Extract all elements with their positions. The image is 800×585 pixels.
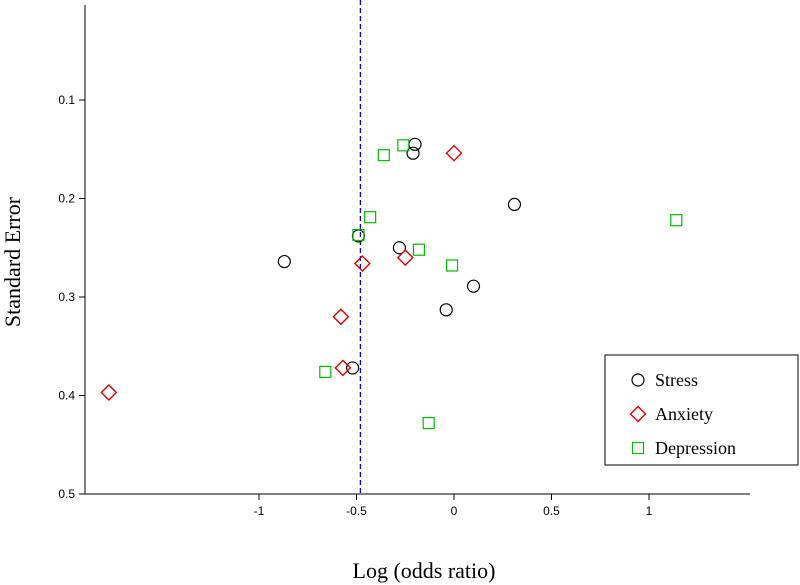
depression-point [364,211,377,224]
depression-point [670,214,683,227]
stress-point [277,254,291,269]
stress-point [507,197,522,212]
depression-point [397,139,410,152]
axes [84,5,750,495]
legend-stress-marker [631,373,645,387]
stress-point [408,137,422,151]
legend: Stress Anxiety Depression [604,354,799,466]
anxiety-point [396,249,414,267]
legend-anxiety-marker [629,405,647,423]
x-tick-label: -1 [254,504,265,518]
x-tick-label: 0 [451,504,458,518]
ticks: -1 -0.5 0 0.5 1 0.1 0.2 0.3 0.4 0.5 [58,93,652,518]
stress-point [439,303,453,317]
y-tick-label: 0.4 [58,389,75,403]
stress-point [346,361,360,375]
data-points [100,137,683,430]
depression-point [445,259,459,272]
y-tick-label: 0.1 [58,93,75,107]
legend-depression-label: Depression [655,438,736,458]
anxiety-point [353,255,371,272]
stress-point [392,241,406,255]
y-axis-title: Standard Error [0,196,25,327]
y-tick-label: 0.2 [58,192,75,206]
x-tick-label: 0.5 [543,504,560,518]
x-axis-title: Log (odds ratio) [353,558,496,583]
depression-point [412,243,425,256]
x-tick-label: 1 [646,504,653,518]
y-tick-label: 0.3 [58,290,75,304]
depression-point [377,149,390,162]
anxiety-point [334,359,352,377]
anxiety-point [332,308,350,326]
depression-point [319,365,332,378]
y-tick-label: 0.5 [58,487,75,501]
legend-depression-marker [631,441,645,455]
x-tick-label: -0.5 [346,504,367,518]
depression-point [352,228,365,242]
depression-point [422,416,435,430]
legend-stress-label: Stress [655,370,698,390]
legend-anxiety-label: Anxiety [655,404,713,424]
stress-point [406,146,420,160]
legend-box [604,354,799,466]
stress-point [466,279,481,293]
anxiety-point [100,384,118,402]
anxiety-point [445,144,463,162]
